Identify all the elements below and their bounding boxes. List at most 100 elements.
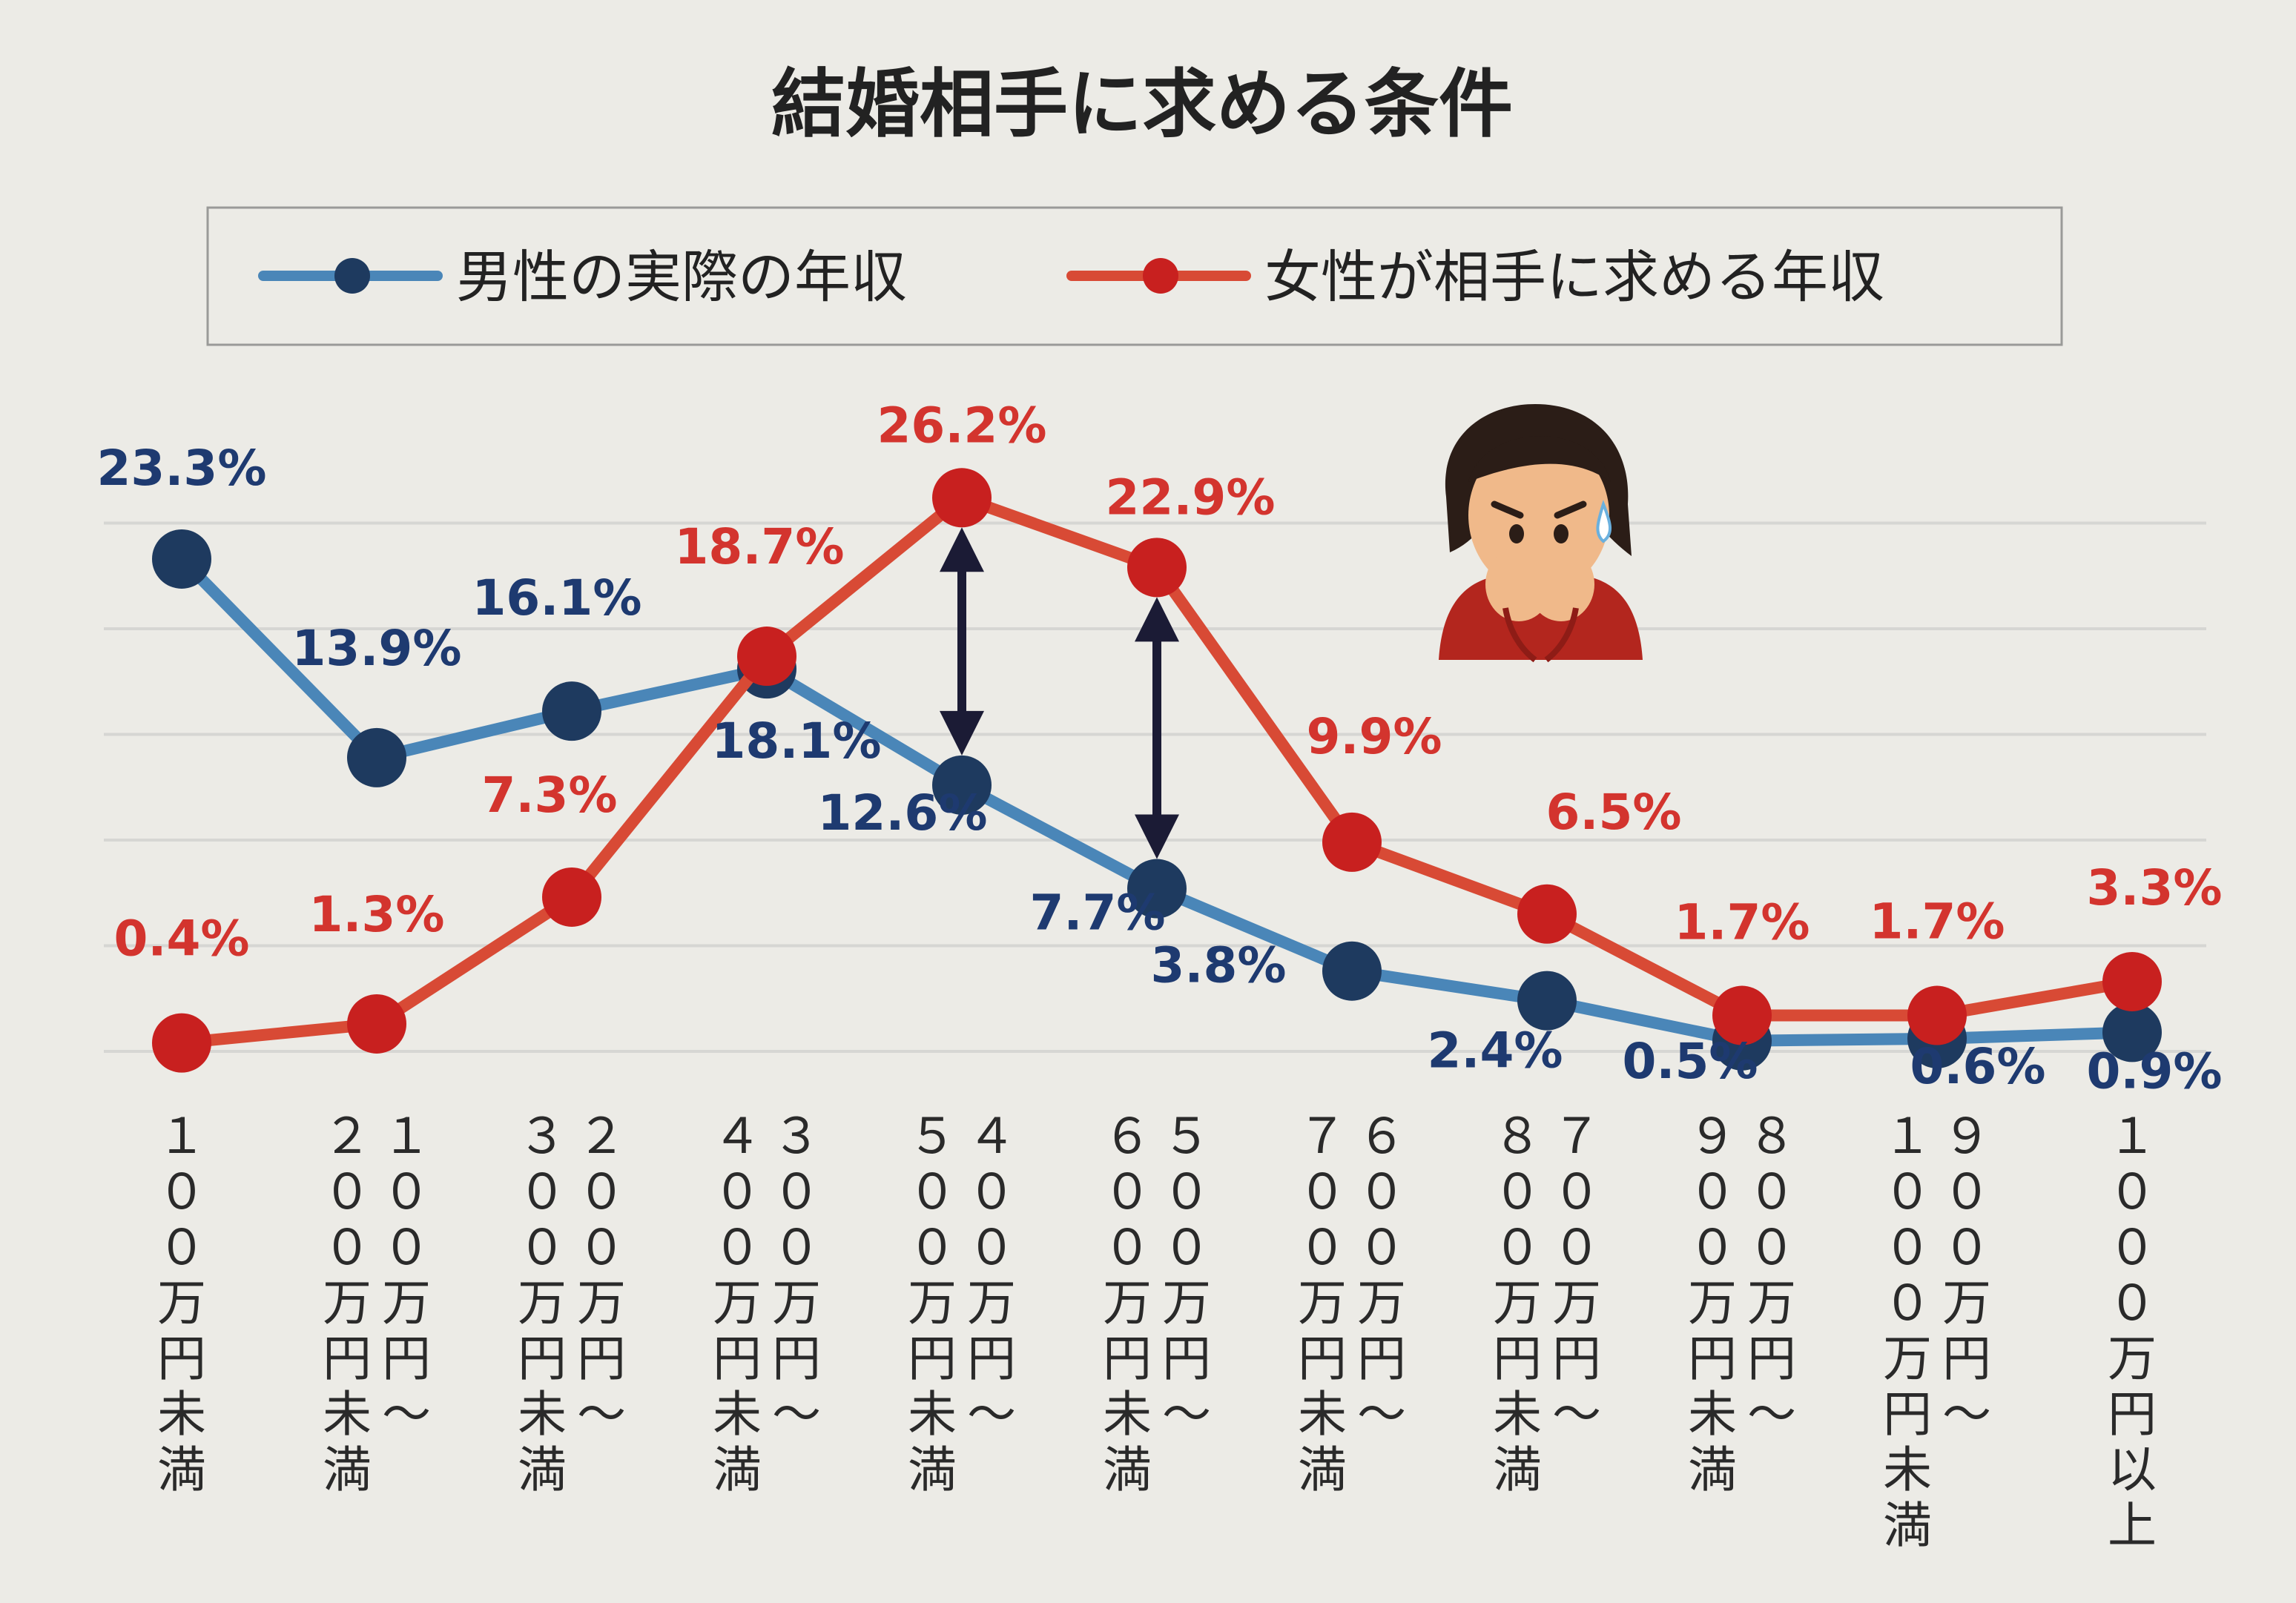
x-tick-char: １: [2108, 1108, 2157, 1165]
x-tick-char: ０: [323, 1219, 372, 1276]
chart-title: 結婚相手に求める条件: [771, 61, 1513, 148]
x-tick-char: ０: [157, 1163, 206, 1220]
data-point: [1322, 812, 1382, 872]
x-tick-char: 円: [772, 1330, 821, 1387]
x-tick-char: 未: [713, 1386, 762, 1443]
data-label: 0.9%: [2086, 1042, 2222, 1100]
x-tick-char: 未: [1688, 1386, 1737, 1443]
data-label: 22.9%: [1106, 469, 1276, 526]
data-label: 18.7%: [675, 518, 845, 575]
x-tick-char: 円: [967, 1330, 1016, 1387]
x-tick-char: 未: [1493, 1386, 1542, 1443]
data-label: 26.2%: [877, 397, 1047, 454]
data-label: 1.7%: [1869, 893, 2005, 951]
x-tick-char: 円: [713, 1330, 762, 1387]
x-tick-char: ０: [382, 1163, 431, 1220]
x-tick-char: ０: [1493, 1219, 1542, 1276]
x-tick-char: 満: [1493, 1441, 1542, 1498]
x-tick-char: 円: [1688, 1330, 1737, 1387]
legend-label-female: 女性が相手に求める年収: [1264, 244, 1884, 310]
x-tick-char: 未: [1103, 1386, 1152, 1443]
x-tick-char: 円: [2108, 1386, 2157, 1443]
x-tick-char: ８: [1747, 1108, 1796, 1165]
x-tick-char: ２: [323, 1108, 372, 1165]
data-label: 13.9%: [292, 620, 462, 677]
x-tick-char: ０: [1688, 1219, 1737, 1276]
data-point: [1322, 941, 1382, 1001]
x-tick-char: 満: [157, 1441, 206, 1498]
double-arrow-head: [1135, 597, 1179, 642]
x-tick-char: 万: [967, 1275, 1016, 1332]
x-tick-char: ０: [772, 1219, 821, 1276]
x-tick-char: ５: [1162, 1108, 1211, 1165]
x-tick-char: 満: [323, 1441, 372, 1498]
x-tick-char: 未: [323, 1386, 372, 1443]
data-point: [737, 627, 796, 687]
x-tick-char: ０: [908, 1219, 957, 1276]
x-tick-char: ～: [1747, 1386, 1796, 1443]
data-label: 0.5%: [1622, 1033, 1758, 1090]
x-tick-char: 万: [772, 1275, 821, 1332]
x-tick-char: １: [382, 1108, 431, 1165]
data-label: 0.6%: [1910, 1038, 2045, 1095]
x-tick-char: 満: [1298, 1441, 1347, 1498]
x-tick-char: ４: [713, 1108, 762, 1165]
x-tick-char: 万: [382, 1275, 431, 1332]
x-tick-char: ０: [1747, 1219, 1796, 1276]
x-tick-char: ０: [323, 1163, 372, 1220]
data-label: 12.6%: [818, 784, 988, 842]
x-tick-char: 満: [518, 1441, 567, 1498]
legend-box: [206, 206, 2063, 346]
x-tick-char: ９: [1688, 1108, 1737, 1165]
x-tick-char: ０: [1942, 1219, 1991, 1276]
x-tick-char: ０: [1162, 1219, 1211, 1276]
x-tick-char: 万: [908, 1275, 957, 1332]
x-tick-char: 円: [1552, 1330, 1601, 1387]
x-tick-char: ～: [1162, 1386, 1211, 1443]
x-tick-char: ３: [518, 1108, 567, 1165]
double-arrow-head: [940, 710, 984, 756]
x-tick-char: 円: [1747, 1330, 1796, 1387]
x-tick-char: 万: [323, 1275, 372, 1332]
data-label: 7.3%: [481, 767, 617, 824]
x-tick-char: ０: [1688, 1163, 1737, 1220]
x-tick-char: ～: [967, 1386, 1016, 1443]
x-tick-char: 円: [1298, 1330, 1347, 1387]
x-tick-char: １: [1883, 1108, 1932, 1165]
data-point: [542, 681, 601, 741]
x-tick-char: ６: [1357, 1108, 1406, 1165]
x-tick-char: 未: [1883, 1441, 1932, 1498]
data-label: 16.1%: [472, 569, 642, 627]
x-tick-char: ０: [577, 1163, 626, 1220]
x-tick-char: ０: [382, 1219, 431, 1276]
x-tick-char: 円: [1493, 1330, 1542, 1387]
x-tick-char: 万: [157, 1275, 206, 1332]
x-tick-char: 円: [1357, 1330, 1406, 1387]
x-tick-char: 円: [577, 1330, 626, 1387]
x-tick-char: 万: [2108, 1330, 2157, 1387]
legend-marker-female: [1143, 258, 1178, 294]
legend-item-female: 女性が相手に求める年収: [1066, 244, 1884, 310]
x-tick-char: ０: [1883, 1163, 1932, 1220]
data-point: [1712, 985, 1772, 1045]
x-tick-char: ０: [1883, 1275, 1932, 1332]
x-tick-char: ～: [577, 1386, 626, 1443]
x-tick-char: 未: [518, 1386, 567, 1443]
legend-label-male: 男性の実際の年収: [456, 244, 907, 310]
x-tick-char: ０: [2108, 1163, 2157, 1220]
data-point: [2102, 951, 2162, 1011]
x-tick-char: 万: [1103, 1275, 1152, 1332]
x-tick-char: 満: [1103, 1441, 1152, 1498]
x-tick-char: ０: [1298, 1163, 1347, 1220]
x-tick-char: 円: [1162, 1330, 1211, 1387]
x-tick-char: ９: [1942, 1108, 1991, 1165]
data-label: 1.3%: [309, 886, 444, 943]
x-tick-char: 満: [1688, 1441, 1737, 1498]
data-point: [542, 867, 601, 927]
x-tick-char: 万: [1883, 1330, 1932, 1387]
x-tick-char: 万: [1493, 1275, 1542, 1332]
x-tick-char: ８: [1493, 1108, 1542, 1165]
x-tick-char: ７: [1298, 1108, 1347, 1165]
x-tick-char: 万: [713, 1275, 762, 1332]
x-tick-char: 万: [1298, 1275, 1347, 1332]
